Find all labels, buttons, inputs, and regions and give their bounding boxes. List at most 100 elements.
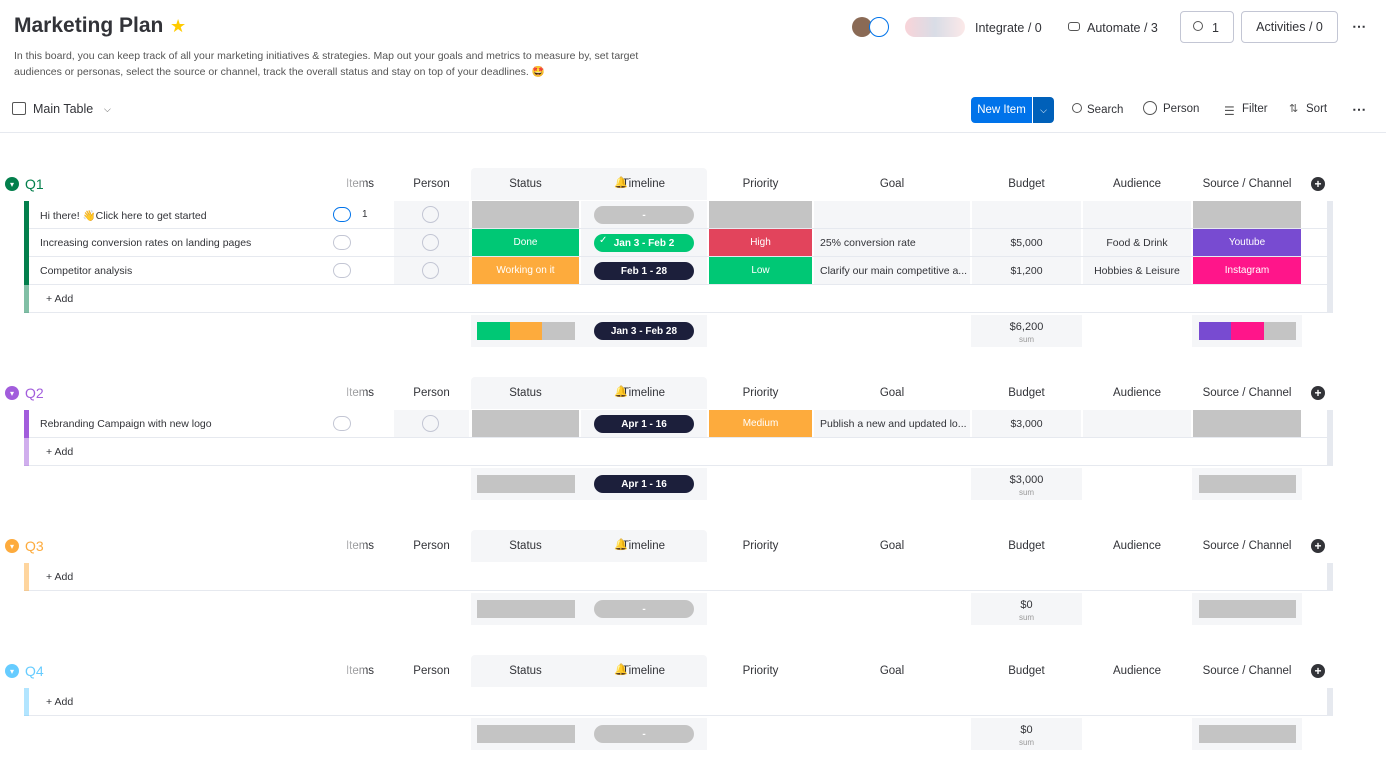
favorite-star[interactable]: ★ bbox=[170, 16, 187, 36]
person-avatar bbox=[422, 234, 439, 251]
add-column[interactable]: + bbox=[1311, 539, 1325, 553]
add-item[interactable]: + Add bbox=[46, 571, 74, 583]
column-header: Source / Channel bbox=[1202, 540, 1292, 552]
avatar-invite[interactable] bbox=[869, 17, 889, 37]
header-shade bbox=[471, 655, 707, 687]
column-header: Budget bbox=[1008, 178, 1045, 190]
automate-icon bbox=[1068, 22, 1080, 31]
comment-icon[interactable] bbox=[333, 207, 351, 222]
header-shade bbox=[471, 168, 707, 200]
sort-button[interactable]: Sort bbox=[1306, 103, 1328, 115]
status-cell bbox=[472, 257, 579, 284]
group-toggle[interactable]: ▾ bbox=[5, 539, 19, 553]
row-line bbox=[24, 284, 1333, 285]
members-icon bbox=[1193, 21, 1203, 31]
summary-budget: $0 bbox=[1020, 723, 1033, 736]
timeline-label: Jan 3 - Feb 2 bbox=[613, 237, 675, 249]
timeline-pill bbox=[594, 415, 694, 433]
summary-shade bbox=[971, 593, 1082, 625]
goal-text: 25% conversion rate bbox=[820, 236, 916, 249]
view-tab[interactable]: Main Table bbox=[33, 102, 94, 116]
column-header: Source / Channel bbox=[1202, 387, 1292, 399]
view-chevron[interactable]: ⌵ bbox=[104, 104, 111, 114]
timeline-label: - bbox=[642, 209, 646, 221]
members-box[interactable] bbox=[1180, 11, 1234, 43]
integrate-button[interactable]: Integrate / 0 bbox=[975, 20, 1042, 35]
add-row-bar bbox=[24, 563, 29, 591]
activities-button[interactable]: Activities / 0 bbox=[1241, 11, 1338, 43]
filter-button[interactable]: Filter bbox=[1242, 103, 1268, 115]
timeline-pill bbox=[594, 234, 694, 252]
search-icon bbox=[1072, 103, 1082, 113]
budget-text: $3,000 bbox=[1010, 417, 1043, 430]
item-name[interactable]: Hi there! 👋Click here to get started bbox=[40, 209, 207, 222]
column-header: Priority bbox=[742, 540, 779, 552]
header-shade bbox=[471, 530, 707, 562]
filter-icon: ☰ bbox=[1224, 104, 1235, 118]
item-name[interactable]: Competitor analysis bbox=[40, 265, 133, 277]
add-item[interactable]: + Add bbox=[46, 293, 74, 305]
header-fade bbox=[28, 655, 365, 687]
add-column[interactable]: + bbox=[1311, 386, 1325, 400]
group-name[interactable]: Q3 bbox=[25, 538, 44, 554]
group-name[interactable]: Q2 bbox=[25, 385, 44, 401]
search-button[interactable]: Search bbox=[1087, 104, 1124, 116]
group-name[interactable]: Q1 bbox=[25, 176, 44, 192]
add-item[interactable]: + Add bbox=[46, 696, 74, 708]
timeline-pill bbox=[594, 725, 694, 743]
header-fade bbox=[28, 530, 365, 562]
priority-label: Low bbox=[751, 265, 770, 276]
item-name[interactable]: Increasing conversion rates on landing p… bbox=[40, 237, 252, 249]
row-line bbox=[24, 256, 1333, 257]
column-header: Timeline bbox=[621, 540, 666, 552]
source-cell bbox=[1193, 229, 1301, 256]
new-item-dropdown[interactable]: ⌵ bbox=[1033, 97, 1054, 123]
budget-text: $5,000 bbox=[1010, 236, 1043, 249]
status-label: Working on it bbox=[496, 265, 555, 276]
column-header: Person bbox=[413, 540, 450, 552]
comment-icon[interactable] bbox=[333, 235, 351, 250]
comment-icon[interactable] bbox=[333, 416, 351, 431]
column-header: Budget bbox=[1008, 665, 1045, 677]
person-filter[interactable]: Person bbox=[1163, 103, 1200, 115]
summary-segment bbox=[1231, 322, 1264, 340]
summary-segment bbox=[477, 475, 575, 493]
person-icon bbox=[1143, 101, 1157, 115]
summary-budget: $6,200 bbox=[1009, 320, 1044, 333]
column-header: Status bbox=[509, 178, 542, 190]
group-toggle[interactable]: ▾ bbox=[5, 664, 19, 678]
timeline-pill bbox=[594, 262, 694, 280]
more-menu[interactable]: ⋯ bbox=[1352, 17, 1366, 34]
bell-icon: 🔔 bbox=[614, 386, 628, 398]
summary-segment bbox=[509, 322, 543, 340]
comment-icon[interactable] bbox=[333, 263, 351, 278]
goal-text: Publish a new and updated lo... bbox=[820, 417, 967, 430]
toolbar-more[interactable]: ⋯ bbox=[1352, 100, 1366, 117]
row-end bbox=[1327, 285, 1333, 312]
avatar[interactable] bbox=[852, 17, 872, 37]
header-fade bbox=[28, 377, 365, 409]
toolbar-divider bbox=[0, 132, 1386, 133]
group-name[interactable]: Q4 bbox=[25, 663, 44, 679]
add-row-bar bbox=[24, 438, 29, 466]
summary-note: sum bbox=[1018, 737, 1035, 747]
automate-button[interactable]: Automate / 3 bbox=[1087, 20, 1158, 35]
group-toggle[interactable]: ▾ bbox=[5, 386, 19, 400]
summary-budget: $0 bbox=[1020, 598, 1033, 611]
add-item[interactable]: + Add bbox=[46, 446, 74, 458]
new-item-button[interactable]: New Item bbox=[971, 97, 1032, 123]
item-name[interactable]: Rebranding Campaign with new logo bbox=[40, 418, 212, 430]
summary-note: sum bbox=[1018, 612, 1035, 622]
group-toggle[interactable]: ▾ bbox=[5, 177, 19, 191]
add-column[interactable]: + bbox=[1311, 664, 1325, 678]
column-header: Source / Channel bbox=[1202, 665, 1292, 677]
board-description: In this board, you can keep track of all… bbox=[14, 50, 639, 78]
row-end bbox=[1327, 688, 1333, 715]
add-column[interactable]: + bbox=[1311, 177, 1325, 191]
status-label: Done bbox=[513, 237, 538, 248]
column-header: Goal bbox=[879, 540, 905, 552]
done-check: ✓ bbox=[599, 235, 608, 246]
status-cell bbox=[472, 201, 579, 228]
row-line bbox=[24, 437, 1333, 438]
